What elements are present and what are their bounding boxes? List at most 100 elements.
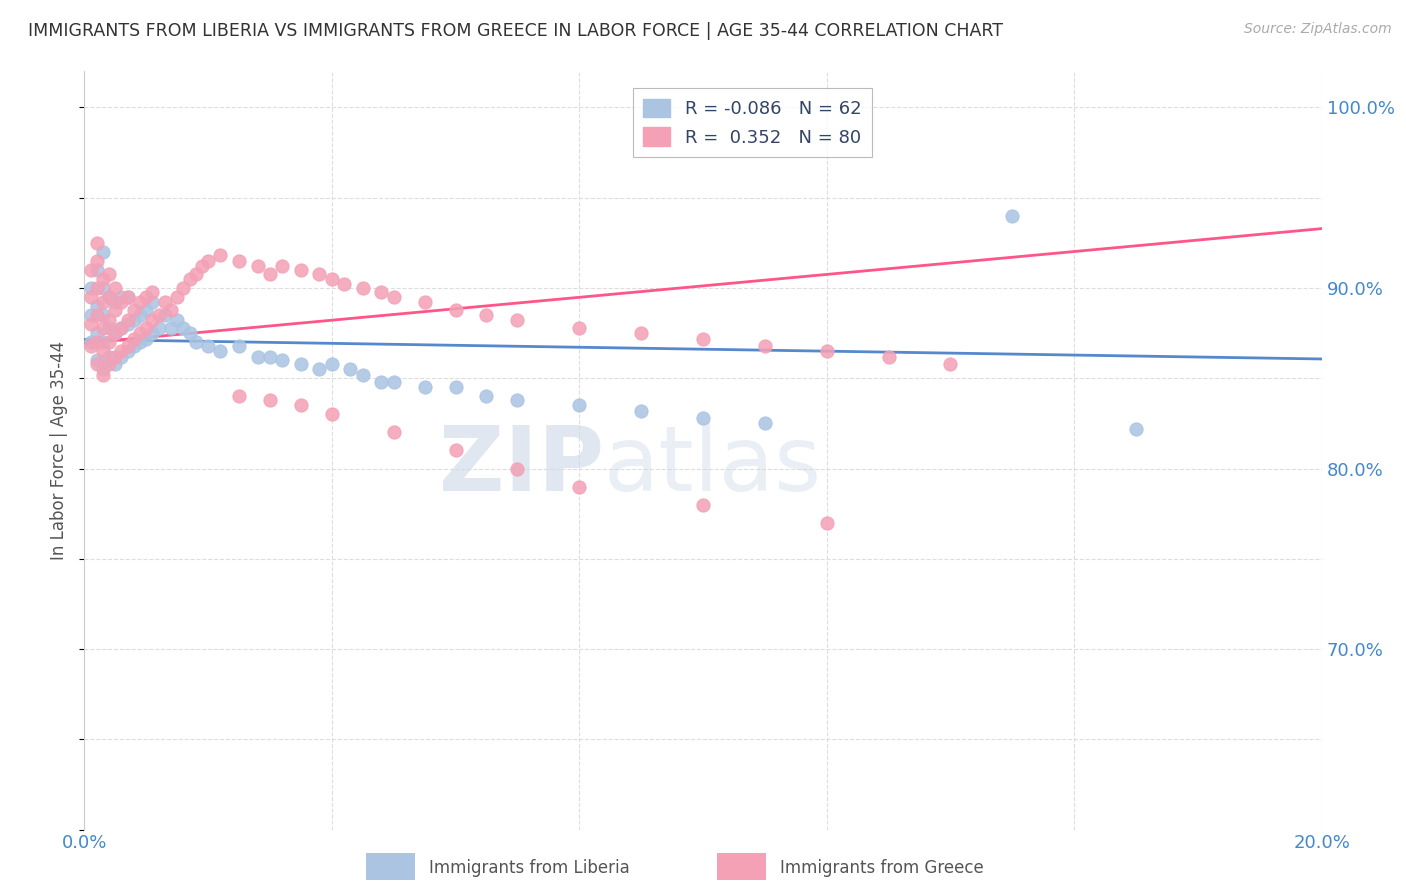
Point <box>135 290 157 304</box>
Point <box>692 332 714 346</box>
Point <box>166 290 188 304</box>
Point <box>815 344 838 359</box>
Point <box>122 313 145 327</box>
Point <box>160 302 183 317</box>
Point <box>321 357 343 371</box>
Text: Immigrants from Greece: Immigrants from Greece <box>780 859 984 877</box>
Point <box>110 320 132 334</box>
Point <box>444 302 467 317</box>
Point <box>692 411 714 425</box>
Point <box>172 320 194 334</box>
Point <box>104 302 127 317</box>
Point <box>568 398 591 412</box>
Point <box>754 417 776 431</box>
Point <box>630 326 652 340</box>
Point <box>129 335 152 350</box>
Point <box>877 350 900 364</box>
Point <box>135 332 157 346</box>
Point <box>104 326 127 340</box>
Point <box>91 244 114 259</box>
Text: Source: ZipAtlas.com: Source: ZipAtlas.com <box>1244 22 1392 37</box>
Point <box>228 253 250 268</box>
Point <box>290 357 312 371</box>
Point <box>352 281 374 295</box>
Point <box>172 281 194 295</box>
Text: ZIP: ZIP <box>439 422 605 509</box>
Point <box>246 350 269 364</box>
Point <box>179 272 201 286</box>
Point <box>568 479 591 493</box>
Point <box>117 290 139 304</box>
Point <box>86 263 108 277</box>
Point <box>98 320 121 334</box>
Point <box>506 313 529 327</box>
Point <box>815 516 838 530</box>
Point <box>117 339 139 353</box>
Point <box>754 339 776 353</box>
Point <box>290 398 312 412</box>
Point <box>160 320 183 334</box>
Point <box>86 281 108 295</box>
Point <box>79 317 101 331</box>
Point <box>308 267 330 281</box>
Point <box>166 313 188 327</box>
Point <box>98 335 121 350</box>
Point <box>184 267 207 281</box>
Point <box>79 339 101 353</box>
Point <box>91 308 114 322</box>
Point <box>413 380 436 394</box>
Point <box>91 320 114 334</box>
Point <box>79 308 101 322</box>
Point <box>98 267 121 281</box>
Point <box>1001 209 1024 223</box>
Point <box>86 326 108 340</box>
Point <box>197 253 219 268</box>
Point <box>141 326 163 340</box>
Point <box>135 320 157 334</box>
Point <box>475 389 498 403</box>
Point <box>475 308 498 322</box>
Point <box>86 235 108 250</box>
Point <box>246 260 269 274</box>
Point <box>184 335 207 350</box>
Point <box>79 290 101 304</box>
Point <box>444 380 467 394</box>
Point <box>117 290 139 304</box>
Point <box>104 295 127 310</box>
Point <box>117 313 139 327</box>
Point <box>382 290 405 304</box>
Point <box>271 353 294 368</box>
Point <box>352 368 374 382</box>
Point <box>79 263 101 277</box>
Point <box>506 392 529 407</box>
Point <box>86 308 108 322</box>
Point <box>86 357 108 371</box>
Point <box>91 368 114 382</box>
Point <box>110 320 132 334</box>
Point <box>86 335 108 350</box>
Point <box>122 339 145 353</box>
Point <box>228 339 250 353</box>
Point <box>104 357 127 371</box>
Point <box>259 350 281 364</box>
Legend: R = -0.086   N = 62, R =  0.352   N = 80: R = -0.086 N = 62, R = 0.352 N = 80 <box>633 88 872 157</box>
Point <box>135 302 157 317</box>
Point <box>110 290 132 304</box>
Point <box>91 272 114 286</box>
Point <box>444 443 467 458</box>
Text: IMMIGRANTS FROM LIBERIA VS IMMIGRANTS FROM GREECE IN LABOR FORCE | AGE 35-44 COR: IMMIGRANTS FROM LIBERIA VS IMMIGRANTS FR… <box>28 22 1002 40</box>
Point <box>370 285 392 299</box>
Point <box>86 353 108 368</box>
Point <box>630 403 652 417</box>
Point <box>110 344 132 359</box>
Point <box>209 344 232 359</box>
Point <box>129 308 152 322</box>
Point <box>79 335 101 350</box>
Point <box>79 281 101 295</box>
Point <box>259 392 281 407</box>
Point <box>148 320 170 334</box>
Point <box>148 308 170 322</box>
Point <box>91 281 114 295</box>
Point <box>197 339 219 353</box>
Point <box>271 260 294 274</box>
